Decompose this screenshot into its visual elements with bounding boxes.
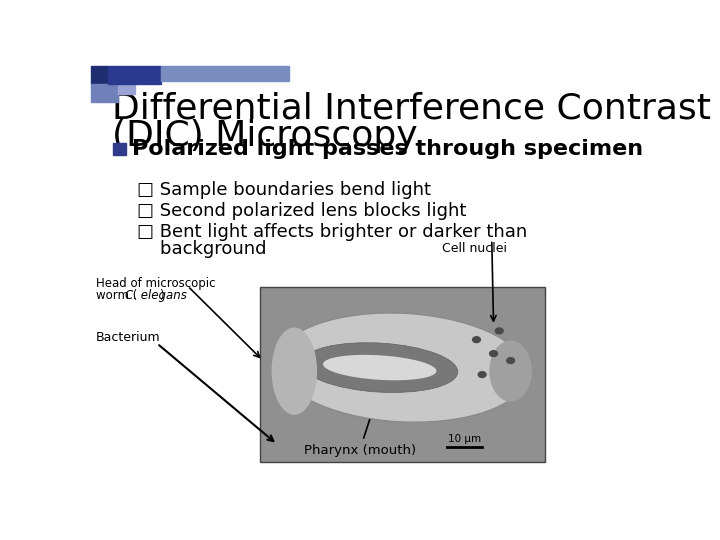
Ellipse shape [302, 343, 458, 393]
Text: Bacterium: Bacterium [96, 331, 161, 344]
Text: Head of microscopic: Head of microscopic [96, 277, 215, 290]
Bar [118, 84, 135, 94]
Text: C. elegans: C. elegans [125, 289, 187, 302]
Ellipse shape [271, 327, 317, 415]
Ellipse shape [278, 313, 527, 422]
Circle shape [478, 372, 486, 377]
Bar [114, 143, 126, 156]
Text: worm (: worm ( [96, 289, 137, 302]
Circle shape [490, 350, 498, 356]
Text: Differential Interference Contrast: Differential Interference Contrast [112, 92, 711, 126]
Bar [108, 66, 161, 84]
Ellipse shape [490, 341, 532, 402]
Text: □ Sample boundaries bend light: □ Sample boundaries bend light [138, 181, 431, 199]
Text: Polarized light passes through specimen: Polarized light passes through specimen [132, 139, 644, 159]
Text: 10 μm: 10 μm [448, 434, 481, 444]
Text: ): ) [159, 289, 164, 302]
Bar [91, 66, 108, 84]
Bar [91, 84, 118, 102]
Text: background: background [138, 240, 267, 258]
Bar [260, 287, 545, 462]
Text: □ Second polarized lens blocks light: □ Second polarized lens blocks light [138, 202, 467, 220]
Text: Pharynx (mouth): Pharynx (mouth) [304, 393, 416, 457]
Text: □ Bent light affects brighter or darker than: □ Bent light affects brighter or darker … [138, 223, 528, 241]
Ellipse shape [323, 355, 436, 380]
Circle shape [507, 357, 515, 363]
Bar [161, 66, 289, 82]
Circle shape [495, 328, 503, 334]
Circle shape [472, 337, 480, 342]
Text: (DIC) Microscopy: (DIC) Microscopy [112, 119, 418, 153]
Text: Cell nuclei: Cell nuclei [441, 242, 507, 255]
